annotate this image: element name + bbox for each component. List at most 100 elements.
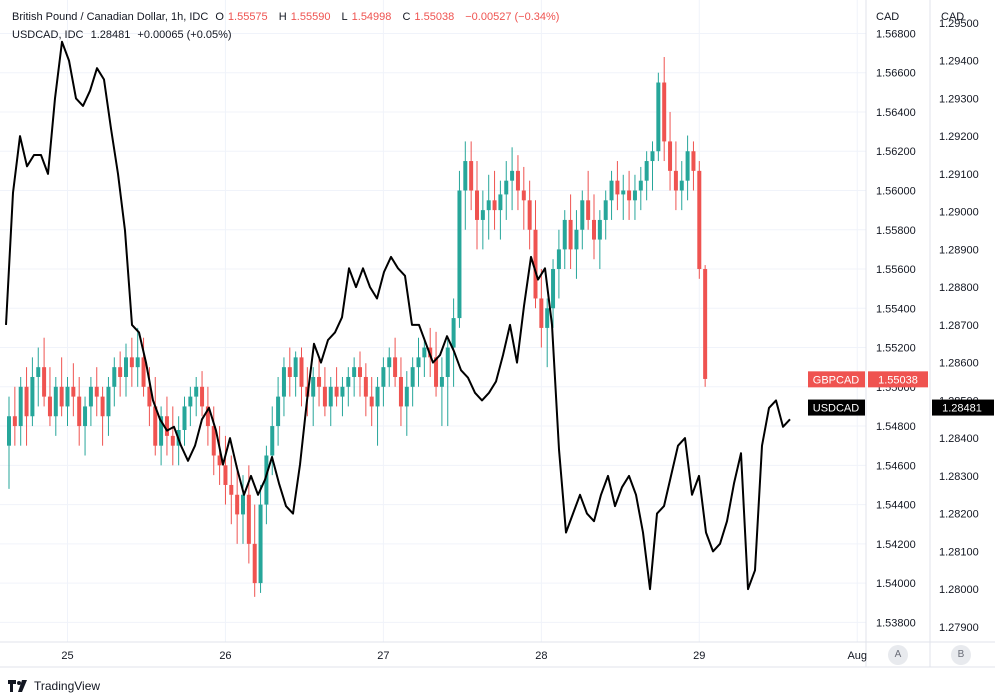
candle (328, 376, 333, 427)
candle (30, 357, 35, 427)
usdcad-series-line (5, 40, 791, 591)
candle (539, 269, 544, 348)
candle (545, 298, 550, 368)
candle (42, 337, 47, 407)
candle (486, 174, 491, 240)
left-tick-label: 1.54600 (876, 460, 916, 472)
candle (492, 170, 497, 230)
candle (65, 376, 70, 427)
open-value: O 1.55575 (215, 11, 268, 23)
right-price-axis[interactable]: 1.27900 1.28000 1.28100 1.28200 1.28300 1.284… (939, 18, 979, 634)
main-symbol[interactable]: British Pound / Canadian Dollar, 1h, IDC (12, 11, 209, 23)
candle (59, 357, 64, 417)
candle (18, 376, 23, 446)
left-price-axis[interactable]: 1.53800 1.54000 1.54200 1.54400 1.54600 1.548… (876, 28, 916, 629)
right-tick-label: 1.29500 (939, 18, 979, 30)
right-tick-label: 1.28700 (939, 320, 979, 332)
time-tick-label: 28 (535, 650, 547, 662)
left-tick-label: 1.56600 (876, 68, 916, 80)
candle (124, 343, 128, 397)
gbpcad-price-label: GBPCAD 1.55038 (808, 371, 928, 388)
left-tick-label: 1.56800 (876, 28, 916, 40)
brand-name: TradingView (34, 679, 101, 693)
candle (416, 337, 421, 387)
overlay-value: 1.28481 (90, 29, 131, 41)
right-tick-label: 1.29100 (939, 169, 979, 181)
candle (205, 386, 210, 446)
left-tick-label: 1.53800 (876, 617, 916, 629)
candle (112, 357, 117, 407)
candle (615, 161, 620, 211)
candle (597, 210, 602, 270)
candle (100, 386, 105, 446)
left-tick-label: 1.54200 (876, 539, 916, 551)
right-tick-label: 1.28300 (939, 471, 979, 483)
time-tick-label: 29 (693, 650, 705, 662)
right-tick-label: 1.28100 (939, 546, 979, 558)
overlay-symbol[interactable]: USDCAD, IDC (12, 29, 84, 41)
candle (53, 376, 58, 436)
candle (118, 351, 123, 397)
last-price-labels: GBPCAD 1.55038 USDCAD 1.28481 (808, 371, 994, 416)
left-tick-label: 1.56400 (876, 107, 916, 119)
candle (88, 376, 93, 427)
candle (451, 298, 456, 387)
right-axis-currency: CAD (941, 11, 965, 23)
candle (387, 347, 392, 387)
right-tick-label: 1.28200 (939, 509, 979, 521)
left-tick-label: 1.55600 (876, 264, 916, 276)
candle (129, 337, 134, 387)
candle (322, 367, 327, 417)
candle (299, 347, 304, 407)
candle (264, 445, 269, 525)
candle (568, 194, 573, 270)
candle (36, 347, 41, 407)
candle (662, 57, 667, 162)
candle (141, 337, 146, 397)
candle (668, 111, 673, 191)
tradingview-logo[interactable]: TradingView (8, 679, 100, 693)
candle (621, 174, 626, 220)
candle (71, 363, 76, 417)
chart-grid (0, 0, 995, 668)
low-value: L 1.54998 (341, 11, 392, 23)
candle (293, 351, 298, 397)
overlay-legend: USDCAD, IDC 1.28481 +0.00065 (+0.05%) (12, 29, 236, 41)
high-value: H 1.55590 (278, 11, 331, 23)
candle (358, 351, 362, 397)
svg-text:1.28481: 1.28481 (942, 403, 982, 415)
left-tick-label: 1.54800 (876, 421, 916, 433)
candle (83, 396, 88, 456)
candle (580, 190, 585, 250)
candle (521, 166, 526, 230)
right-tick-label: 1.29400 (939, 56, 979, 68)
auto-scale-button[interactable]: A (888, 645, 908, 665)
candle (475, 161, 479, 250)
candle (627, 170, 632, 220)
candle (334, 367, 339, 407)
candle (276, 376, 281, 446)
candle (533, 200, 538, 309)
left-tick-label: 1.54000 (876, 578, 916, 590)
candle (527, 180, 532, 250)
scale-b-button[interactable]: B (951, 645, 971, 665)
candle (317, 357, 322, 407)
candle (164, 396, 169, 456)
candle (287, 347, 292, 397)
candle (159, 406, 164, 466)
usdcad-line (5, 40, 791, 591)
candle (644, 151, 649, 201)
candle (200, 371, 205, 417)
candle (381, 357, 386, 407)
candle (340, 376, 345, 417)
time-axis[interactable]: 25 26 27 28 29 Aug (61, 650, 867, 662)
right-tick-label: 1.29000 (939, 207, 979, 219)
candle (363, 363, 368, 417)
left-axis-currency: CAD (876, 11, 900, 23)
right-tick-label: 1.29300 (939, 93, 979, 105)
candle (94, 367, 99, 417)
candle (24, 367, 29, 446)
candle (346, 367, 351, 407)
candle (638, 166, 643, 211)
